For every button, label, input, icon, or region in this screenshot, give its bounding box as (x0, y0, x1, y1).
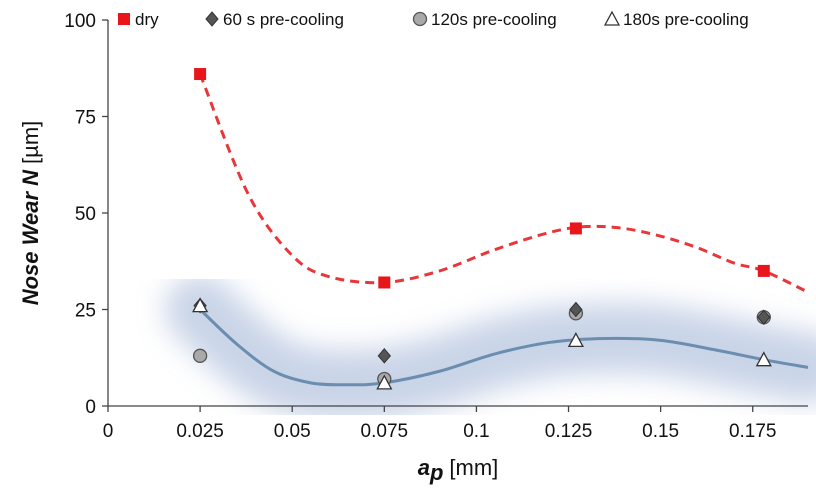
x-tick-label: 0.05 (274, 421, 311, 442)
axes: 0 25 50 75 100 0 0.025 0.05 0.075 0.1 0.125 0.15 0.1… (64, 11, 808, 442)
x-tick-label: 0.1 (463, 421, 489, 442)
data-point-triangle (567, 332, 584, 348)
y-tick-label: 0 (85, 397, 96, 418)
x-tick-label: 0.125 (545, 421, 593, 442)
trend-line-dry (198, 73, 809, 294)
legend-marker-circle (412, 11, 428, 27)
data-point-triangle (376, 374, 393, 390)
y-tick-label: 75 (75, 108, 96, 129)
x-axis-title: ap [mm] (418, 455, 499, 485)
y-axis-unit: [µm] (18, 121, 43, 164)
axis-titles: ap [mm] Nose Wear N [µm] (18, 121, 498, 485)
legend-label: 60 s pre-cooling (223, 10, 344, 29)
data-point-diamond (377, 348, 391, 364)
x-axis-symbol: a (418, 455, 430, 480)
y-axis-title: Nose Wear N [µm] (18, 121, 43, 306)
y-tick-label: 25 (75, 301, 96, 322)
y-tick-label: 100 (64, 11, 96, 32)
data-points (192, 68, 772, 390)
y-tick-label: 50 (75, 204, 96, 225)
data-point-square (569, 222, 582, 235)
x-tick-label: 0.15 (642, 421, 679, 442)
legend-marker-diamond (205, 11, 219, 27)
data-point-triangle (755, 351, 772, 367)
data-point-triangle (192, 297, 209, 313)
legend-marker-square (118, 13, 130, 25)
legend: dry 60 s pre-cooling 120s pre-cooling 180s … (118, 10, 749, 29)
legend-label: 120s pre-cooling (431, 10, 557, 29)
x-axis-subscript: p (429, 460, 443, 485)
data-point-square (757, 264, 770, 277)
data-point-diamond (757, 309, 771, 325)
x-tick-label: 0 (103, 421, 114, 442)
legend-marker-triangle (603, 10, 621, 26)
data-point-diamond (569, 301, 583, 318)
x-axis-unit: [mm] (449, 455, 498, 480)
y-axis-quantity: Nose Wear N (18, 169, 43, 305)
trend-line-pre-cooling (199, 308, 809, 387)
legend-label: dry (135, 10, 159, 29)
x-tick-label: 0.075 (361, 421, 409, 442)
data-point-square (194, 68, 207, 81)
trend-lines (198, 73, 809, 387)
pre-cooling-band (165, 274, 816, 420)
data-point-circle (192, 348, 208, 363)
x-tick-label: 0.025 (176, 421, 224, 442)
legend-label: 180s pre-cooling (623, 10, 749, 29)
scatter-band-shading (165, 274, 816, 420)
x-tick-label: 0.175 (729, 421, 777, 442)
data-point-square (378, 276, 391, 289)
